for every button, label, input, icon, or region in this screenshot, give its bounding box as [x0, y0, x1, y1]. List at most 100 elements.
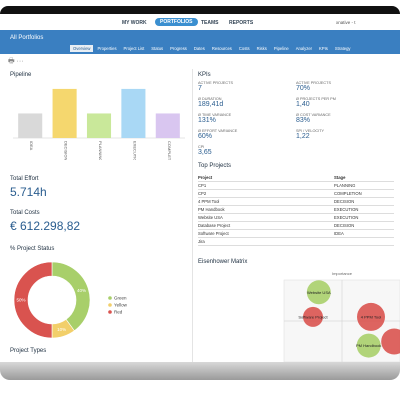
- x-tick-label: EXECUTION: [132, 141, 137, 160]
- tab[interactable]: Strategy: [334, 46, 351, 51]
- legend-label: Green: [114, 296, 127, 301]
- table-row[interactable]: Database Project DECISION: [198, 222, 394, 230]
- kpi: ACTIVE PROJECTS 70%: [296, 81, 394, 96]
- table-row[interactable]: 4 PPM Tool DECISION: [198, 198, 394, 206]
- nav-item[interactable]: REPORTS: [229, 20, 254, 26]
- x-tick-label: PLANNING: [98, 141, 103, 160]
- kpi-label: Ø TIME VARIANCE: [198, 113, 232, 117]
- kpi-label: Ø DURATION: [198, 97, 222, 101]
- bar: [18, 113, 43, 138]
- tab[interactable]: Properties: [97, 46, 117, 51]
- kpi: Ø DURATION 189,41d: [198, 97, 296, 112]
- column-header: Project: [198, 175, 213, 180]
- kpi-value: 189,41d: [198, 101, 224, 108]
- kpi-value: 83%: [296, 117, 311, 124]
- tab[interactable]: Project List: [123, 46, 145, 51]
- bar: [155, 113, 180, 138]
- bubble-label: Software Project: [298, 314, 328, 319]
- tab[interactable]: KPIs: [319, 46, 328, 51]
- table-cell: PM Handbook: [198, 207, 225, 212]
- table-cell: Jira: [198, 239, 205, 244]
- bubble[interactable]: [306, 280, 331, 305]
- kpi: Ø TIME VARIANCE 131%: [198, 113, 296, 128]
- screen: MY WORK PORTFOLIOS TEAMS REPORTS xnative…: [0, 14, 400, 362]
- kpi: ACTIVE PROJECTS 7: [198, 81, 296, 96]
- user-name[interactable]: xnative - t: [336, 20, 356, 25]
- kpi-label: SPI / VELOCITY: [296, 129, 325, 133]
- bubble-label: PM Handbook: [356, 343, 381, 348]
- axis-label: Importance: [332, 271, 353, 276]
- section-title: Total Effort: [10, 176, 39, 182]
- table-row[interactable]: Website USA EXECUTION: [198, 214, 394, 222]
- value-label: 40%: [77, 288, 86, 293]
- table-row[interactable]: CP1 PLANNING: [198, 182, 394, 190]
- bubble-label: Website USA: [307, 290, 331, 295]
- kpi: Ø PROJECTS PER PM 1,40: [296, 97, 394, 112]
- section-title: % Project Status: [10, 246, 55, 252]
- status-chart: 40% Green 10% Yellow 50% Red: [13, 261, 128, 339]
- table-row[interactable]: Jira: [198, 238, 394, 246]
- table-row[interactable]: CP2 COMPLETION: [198, 190, 394, 198]
- kpi-value: 3,65: [198, 149, 212, 156]
- table-cell: DECISION: [334, 199, 355, 204]
- kpi-value: 7: [198, 85, 202, 92]
- table-cell: 4 PPM Tool: [198, 199, 220, 204]
- section-title: Project Types: [10, 348, 47, 354]
- pie-slice: [13, 261, 53, 339]
- toolbar: 🖶 ···: [8, 58, 24, 65]
- tab[interactable]: Resources: [211, 46, 232, 51]
- pie-slice: [51, 261, 91, 332]
- section-title: KPIs: [198, 72, 211, 78]
- kpi: Ø COST VARIANCE 83%: [296, 113, 394, 128]
- table-cell: CP2: [198, 191, 207, 196]
- table-row[interactable]: Software Project IDEA: [198, 230, 394, 238]
- pipeline-chart: IDEA DECISION PLANNING EXECUTION COMPLETION: [13, 88, 185, 160]
- kpi: SPI / VELOCITY 1,22: [296, 129, 394, 144]
- legend-label: Red: [114, 310, 123, 315]
- x-tick-label: COMPLETION: [167, 141, 172, 160]
- nav-item[interactable]: TEAMS: [201, 20, 219, 26]
- kpi-value: 131%: [198, 117, 216, 124]
- table-cell: CP1: [198, 183, 207, 188]
- kpi-value: 1,22: [296, 133, 310, 140]
- bubble[interactable]: [381, 328, 400, 355]
- kpi-label: ACTIVE PROJECTS: [296, 81, 332, 85]
- page-title: All Portfolios: [10, 35, 44, 41]
- value-label: 50%: [16, 298, 25, 303]
- table-cell: IDEA: [334, 231, 344, 236]
- section-title: Top Projects: [198, 163, 232, 169]
- kpi-grid: ACTIVE PROJECTS 7 ACTIVE PROJECTS 70% Ø DURA…: [198, 81, 394, 160]
- kpi: CPI 3,65: [198, 145, 296, 160]
- laptop-base: [0, 362, 400, 380]
- tab[interactable]: Costs: [238, 46, 250, 51]
- bar: [86, 113, 112, 138]
- section-title: Eisenhower Matrix: [198, 259, 248, 265]
- bubble[interactable]: [357, 302, 385, 331]
- tab[interactable]: Risks: [256, 46, 267, 51]
- tab[interactable]: Status: [151, 46, 164, 51]
- table-cell: Software Project: [198, 231, 229, 236]
- bubble-label: 4 PPM Tool: [361, 314, 381, 319]
- tab[interactable]: Analyzer: [295, 46, 313, 51]
- tab[interactable]: Pipeline: [273, 46, 289, 51]
- bubble[interactable]: [303, 306, 323, 327]
- nav-item[interactable]: MY WORK: [122, 20, 147, 26]
- value-label: 10%: [57, 327, 66, 332]
- kpi-label: Ø COST VARIANCE: [296, 113, 331, 117]
- kpi-label: ACTIVE PROJECTS: [198, 81, 234, 85]
- bubble[interactable]: [356, 333, 381, 358]
- nav-item[interactable]: PORTFOLIOS: [155, 18, 198, 26]
- x-tick-label: IDEA: [29, 141, 34, 151]
- table-header: Project Stage: [198, 174, 394, 182]
- legend-swatch: [108, 296, 112, 300]
- tab[interactable]: Progress: [170, 46, 187, 51]
- bar: [121, 88, 146, 138]
- table-cell: Database Project: [198, 223, 231, 228]
- tab[interactable]: Overview: [70, 45, 94, 52]
- kpi-label: Ø PROJECTS PER PM: [296, 97, 336, 101]
- table-row[interactable]: PM Handbook EXECUTION: [198, 206, 394, 214]
- legend-swatch: [108, 303, 112, 307]
- tab[interactable]: Dates: [193, 46, 205, 51]
- table-cell: EXECUTION: [334, 207, 359, 212]
